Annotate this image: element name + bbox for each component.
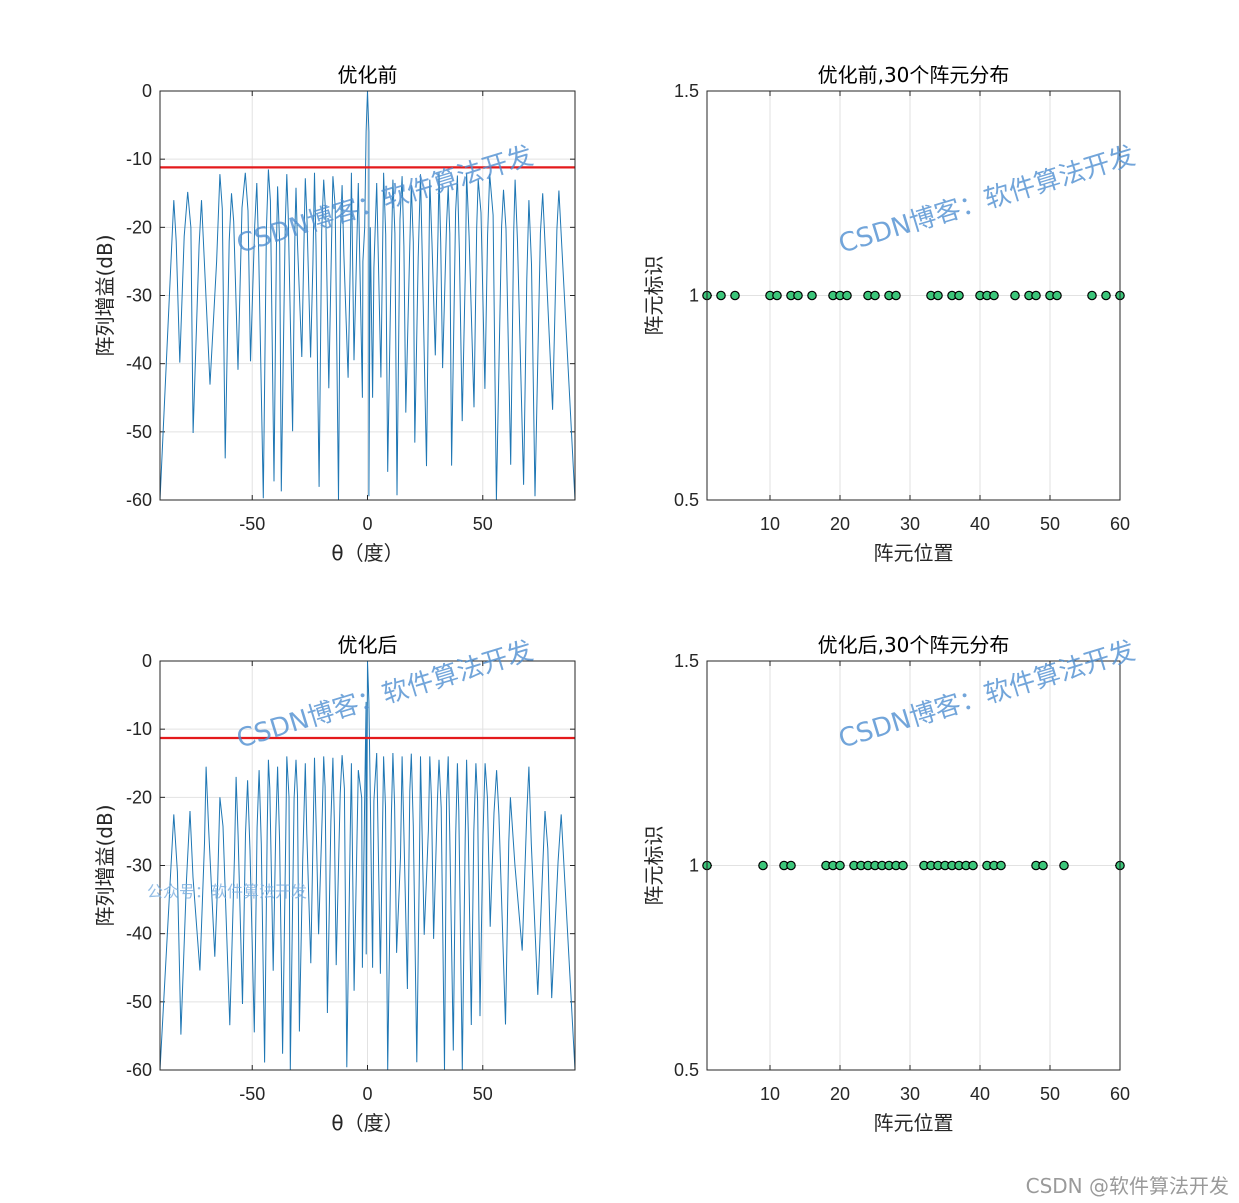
- x-tick-label: 60: [1110, 1084, 1130, 1104]
- x-axis-label: θ（度）: [331, 1111, 403, 1135]
- y-tick-label: 1.5: [674, 651, 699, 671]
- chart-title: 优化前: [338, 63, 398, 87]
- element-marker: [954, 290, 964, 301]
- element-marker: [1038, 860, 1048, 871]
- y-tick-label: -20: [126, 787, 152, 807]
- pattern-line: [160, 661, 575, 1070]
- x-tick-label: 20: [830, 1084, 850, 1104]
- y-axis-label: 阵元标识: [642, 256, 666, 336]
- y-tick-label: -10: [126, 719, 152, 739]
- x-tick-label: 0: [362, 1084, 372, 1104]
- y-tick-label: -20: [126, 217, 152, 237]
- chart-title: 优化前,30个阵元分布: [818, 63, 1010, 87]
- element-marker: [793, 290, 803, 301]
- x-tick-label: 30: [900, 514, 920, 534]
- element-marker: [1010, 290, 1020, 301]
- y-tick-label: 1.5: [674, 81, 699, 101]
- public-account-watermark: 公众号：软件算法开发: [147, 882, 307, 901]
- chart-title: 优化后: [338, 633, 398, 657]
- y-tick-label: -40: [126, 924, 152, 944]
- panel-after_pattern: -50 0 50 0 -10 -20 -30 -40 -50 -60 优化后 θ（度） 阵列增益(dB): [93, 633, 576, 1135]
- y-tick-label: -40: [126, 354, 152, 374]
- x-tick-label: 50: [473, 1084, 493, 1104]
- element-marker: [807, 290, 817, 301]
- footer-watermark: CSDN @软件算法开发: [1025, 1174, 1229, 1198]
- element-marker: [772, 290, 782, 301]
- y-tick-label: -30: [126, 856, 152, 876]
- y-tick-label: 0.5: [674, 1060, 699, 1080]
- y-tick-label: -50: [126, 992, 152, 1012]
- element-marker: [716, 290, 726, 301]
- element-marker: [730, 290, 740, 301]
- y-tick-label: 0: [142, 81, 152, 101]
- element-marker: [786, 860, 796, 871]
- x-axis-label: θ（度）: [331, 541, 403, 565]
- x-tick-label: 40: [970, 1084, 990, 1104]
- element-marker: [968, 860, 978, 871]
- csdn-watermark: CSDN博客：软件算法开发: [835, 141, 1138, 260]
- element-marker: [1087, 290, 1097, 301]
- y-tick-label: -30: [126, 286, 152, 306]
- y-tick-label: 1: [689, 856, 699, 876]
- element-marker: [996, 860, 1006, 871]
- y-axis-label: 阵列增益(dB): [93, 234, 117, 356]
- x-tick-label: 30: [900, 1084, 920, 1104]
- element-marker: [835, 860, 845, 871]
- pattern-line: [160, 91, 575, 500]
- x-axis-label: 阵元位置: [874, 1111, 954, 1135]
- y-tick-label: 1: [689, 286, 699, 306]
- axes-frame: [706, 660, 1121, 1071]
- element-marker: [842, 290, 852, 301]
- x-tick-label: -50: [239, 1084, 265, 1104]
- y-axis-label: 阵元标识: [642, 826, 666, 906]
- x-tick-label: 40: [970, 514, 990, 534]
- axes-frame: [159, 90, 576, 501]
- x-tick-label: 50: [1040, 1084, 1060, 1104]
- x-tick-label: 50: [473, 514, 493, 534]
- y-axis-label: 阵列增益(dB): [93, 804, 117, 926]
- y-tick-label: -60: [126, 490, 152, 510]
- axes-frame: [706, 90, 1121, 501]
- x-axis-label: 阵元位置: [874, 541, 954, 565]
- x-tick-label: 50: [1040, 514, 1060, 534]
- y-tick-label: 0.5: [674, 490, 699, 510]
- y-tick-label: -50: [126, 422, 152, 442]
- element-marker: [1031, 290, 1041, 301]
- chart-title: 优化后,30个阵元分布: [818, 633, 1010, 657]
- element-marker: [1101, 290, 1111, 301]
- element-marker: [891, 290, 901, 301]
- x-tick-label: -50: [239, 514, 265, 534]
- axes-frame: [159, 660, 576, 1071]
- element-marker: [898, 860, 908, 871]
- x-tick-label: 10: [760, 1084, 780, 1104]
- x-tick-label: 60: [1110, 514, 1130, 534]
- x-tick-label: 0: [362, 514, 372, 534]
- element-marker: [1052, 290, 1062, 301]
- element-marker: [758, 860, 768, 871]
- x-tick-label: 20: [830, 514, 850, 534]
- element-marker: [1059, 860, 1069, 871]
- element-marker: [870, 290, 880, 301]
- y-tick-label: -10: [126, 149, 152, 169]
- x-tick-label: 10: [760, 514, 780, 534]
- y-tick-label: 0: [142, 651, 152, 671]
- y-tick-label: -60: [126, 1060, 152, 1080]
- element-marker: [933, 290, 943, 301]
- panel-before_pattern: -50 0 50 0 -10 -20 -30 -40 -50 -60 优化前 θ（度） 阵列增益(dB): [93, 63, 576, 565]
- element-marker: [989, 290, 999, 301]
